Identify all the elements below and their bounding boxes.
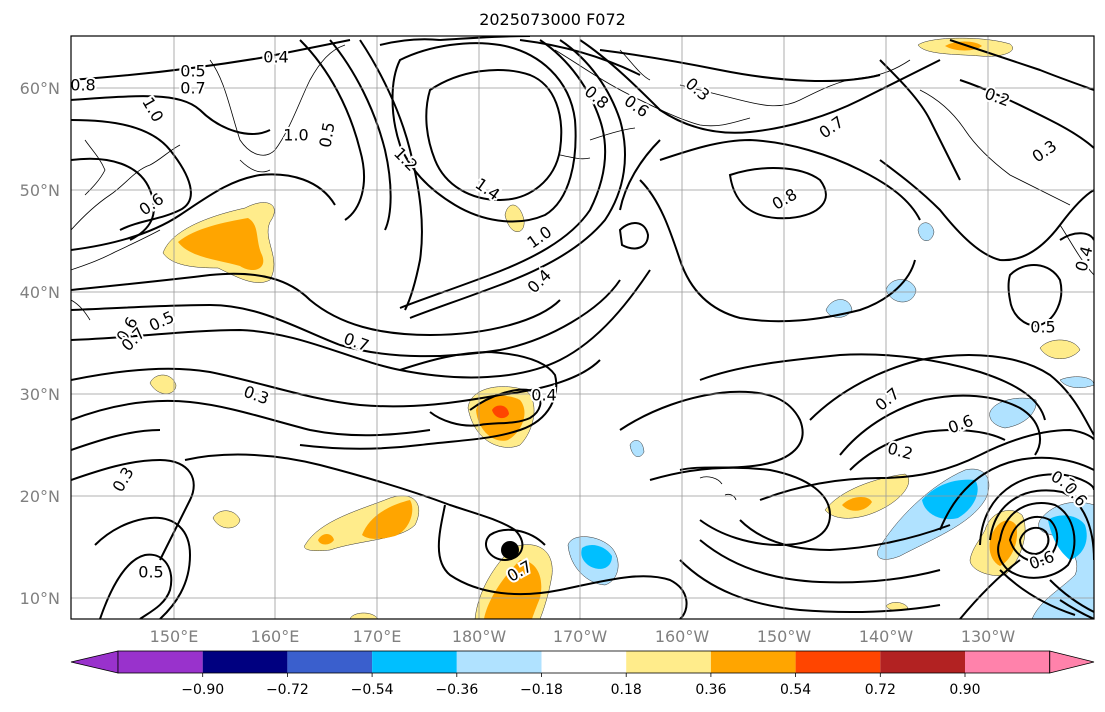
lat-label: 40°N — [20, 283, 60, 302]
lat-label: 50°N — [20, 181, 60, 200]
colorbar-bin — [202, 651, 288, 673]
contour-label: 0.2 — [886, 439, 916, 464]
colorbar-bin — [456, 651, 542, 673]
colorbar-tick-label: −0.36 — [435, 682, 478, 698]
contour-label: 0.6 — [945, 411, 975, 438]
colorbar-tick-label: 0.72 — [865, 682, 896, 698]
latitude-labels: 60°N 50°N 40°N 30°N 20°N 10°N — [20, 79, 60, 608]
lat-label: 10°N — [20, 589, 60, 608]
contour-label: 1.0 — [283, 126, 308, 145]
contour-label: 0.8 — [769, 185, 801, 214]
colorbar-bin — [118, 651, 203, 673]
lon-label: 150°E — [150, 627, 199, 646]
contour-label: 1.0 — [524, 222, 556, 252]
map-title: 2025073000 F072 — [479, 10, 626, 29]
contour-label: 0.6 — [1026, 547, 1056, 574]
colorbar-bin — [626, 651, 711, 673]
colorbar-bin — [710, 651, 796, 673]
lon-label: 160°W — [655, 627, 710, 646]
contour-label: 0.8 — [581, 82, 613, 113]
colorbar-tick-label: 0.90 — [949, 682, 980, 698]
colorbar: −0.90 −0.72 −0.54 −0.36 −0.18 0.18 0.36 0.54 0.7… — [70, 650, 1095, 698]
lon-label: 180°W — [452, 627, 507, 646]
contour-label: 0.4 — [1072, 244, 1097, 274]
contour-label: 0.7 — [180, 79, 205, 98]
contour-label: 0.3 — [1029, 136, 1061, 166]
contour-label: 0.4 — [531, 386, 556, 405]
graticule — [71, 36, 1094, 619]
colorbar-tick-label: 0.36 — [695, 682, 726, 698]
colorbar-tick-label: −0.90 — [181, 682, 224, 698]
lat-label: 20°N — [20, 487, 60, 506]
contour-label: 0.5 — [146, 307, 177, 335]
colorbar-tick-label: −0.54 — [351, 682, 394, 698]
contour-label: 0.5 — [1030, 318, 1055, 337]
colorbar-bin — [287, 651, 373, 673]
colorbar-tick-label: 0.18 — [611, 682, 642, 698]
lat-label: 30°N — [20, 385, 60, 404]
colorbar-extend-min — [70, 650, 119, 674]
contour-label: 0.5 — [180, 62, 205, 81]
lon-label: 170°E — [353, 627, 402, 646]
colorbar-bin — [880, 651, 965, 673]
contour-label: 0.5 — [315, 121, 338, 149]
longitude-labels: 150°E 160°E 170°E 180°W 170°W 160°W 150°W 140°W… — [150, 627, 1016, 646]
contour-label: 0.3 — [682, 74, 714, 105]
lon-label: 140°W — [859, 627, 914, 646]
contour-label: 1.2 — [390, 144, 421, 175]
map-plot-area — [71, 36, 1094, 619]
colorbar-bin — [541, 651, 627, 673]
coastlines — [71, 44, 1094, 501]
colorbar-tick-label: 0.54 — [780, 682, 811, 698]
lon-label: 130°W — [961, 627, 1016, 646]
contour-label: 0.8 — [70, 76, 95, 95]
colorbar-outline — [117, 650, 1051, 674]
colorbar-tick-label: −0.72 — [266, 682, 309, 698]
colorbar-extend-max — [1049, 650, 1095, 674]
contour-label: 0.3 — [109, 464, 138, 496]
contour-label: 1.0 — [138, 94, 167, 126]
colorbar-bin — [795, 651, 881, 673]
lon-label: 150°W — [757, 627, 812, 646]
lat-label: 60°N — [20, 79, 60, 98]
lon-label: 170°W — [553, 627, 608, 646]
colorbar-bin — [372, 651, 457, 673]
storm-center-marker — [501, 541, 519, 559]
lon-label: 160°E — [251, 627, 300, 646]
map-frame — [70, 35, 1095, 620]
colorbar-tick-label: −0.18 — [520, 682, 563, 698]
contour-label: 0.4 — [263, 48, 288, 67]
contour-label: 0.6 — [621, 91, 653, 121]
colorbar-bin — [965, 651, 1050, 673]
contour-label: 0.6 — [136, 189, 168, 219]
contour-label: 0.5 — [138, 563, 163, 582]
